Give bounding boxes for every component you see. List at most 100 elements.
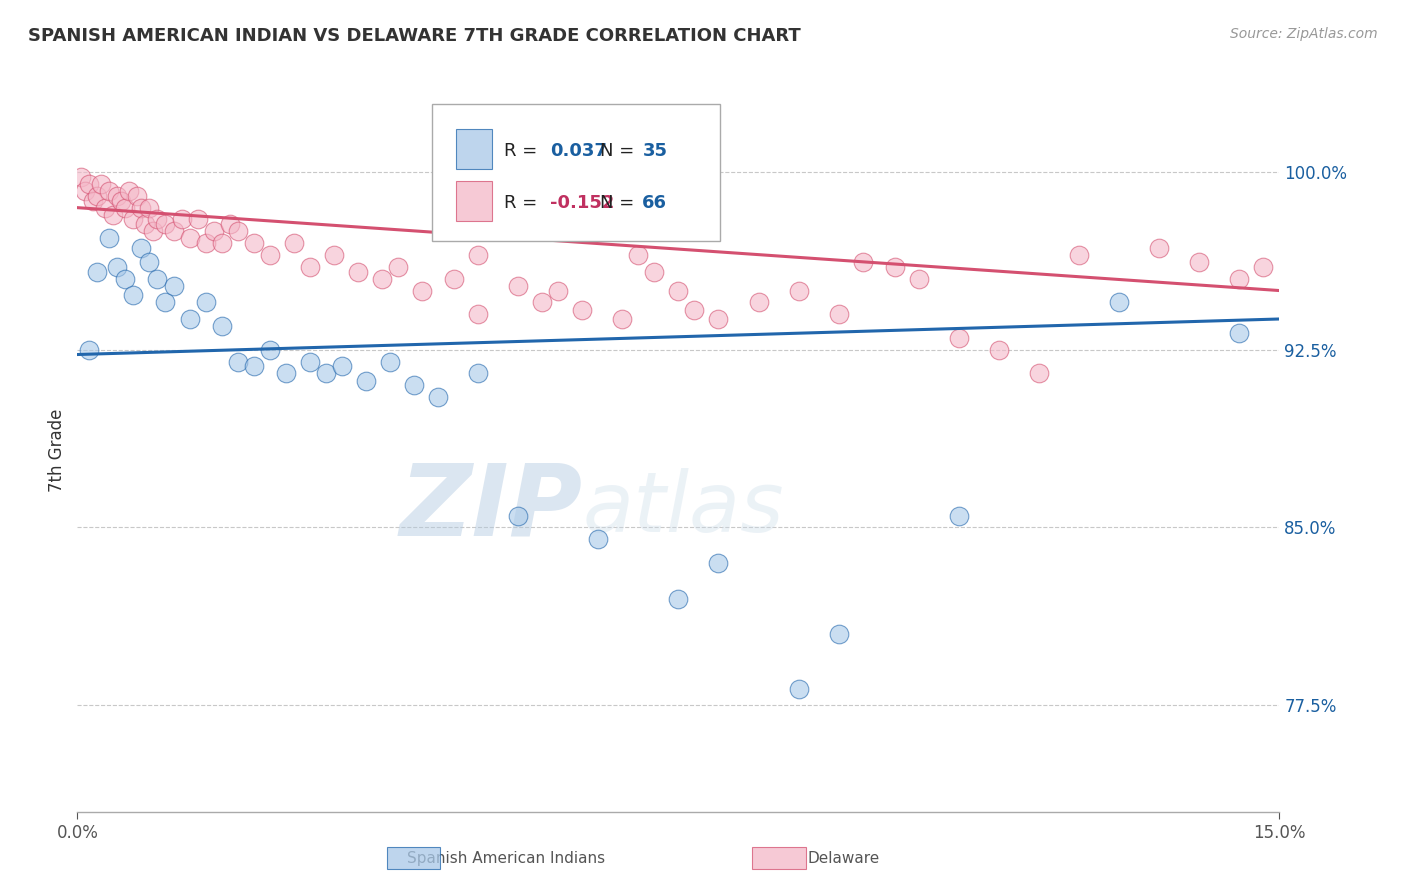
Point <box>1253 260 1275 274</box>
Point <box>852 255 875 269</box>
Point <box>138 201 160 215</box>
Point <box>1229 271 1251 285</box>
Point <box>107 260 129 274</box>
Text: ZIP: ZIP <box>399 459 582 557</box>
Point <box>948 331 970 345</box>
Point <box>508 508 530 523</box>
Point <box>131 201 153 215</box>
Point <box>707 556 730 570</box>
Point <box>98 231 121 245</box>
Point <box>146 271 169 285</box>
Point <box>138 255 160 269</box>
Point <box>547 284 569 298</box>
Point <box>162 224 184 238</box>
Point <box>467 367 489 381</box>
Point <box>242 359 264 374</box>
Point <box>315 367 337 381</box>
Point <box>131 241 153 255</box>
Point <box>1108 295 1130 310</box>
Text: 0.037: 0.037 <box>550 142 606 160</box>
Point <box>94 201 117 215</box>
Point <box>134 217 156 231</box>
FancyBboxPatch shape <box>456 181 492 220</box>
Text: N =: N = <box>600 194 640 211</box>
Point <box>155 295 177 310</box>
Point <box>142 224 165 238</box>
Point <box>146 212 169 227</box>
Point <box>298 260 321 274</box>
Point <box>179 312 201 326</box>
Point <box>107 189 129 203</box>
Point <box>508 278 530 293</box>
Point <box>668 591 690 606</box>
Point <box>122 212 145 227</box>
Point <box>467 307 489 321</box>
Point <box>79 343 101 357</box>
Point <box>828 627 851 641</box>
Text: 35: 35 <box>643 142 668 160</box>
Point <box>707 312 730 326</box>
Point <box>98 184 121 198</box>
Point <box>127 189 149 203</box>
Point <box>103 208 125 222</box>
Point <box>79 177 101 191</box>
Point <box>274 367 297 381</box>
Point <box>186 212 209 227</box>
Point <box>226 354 249 368</box>
FancyBboxPatch shape <box>432 103 720 241</box>
Point <box>211 236 233 251</box>
Point <box>748 295 770 310</box>
Point <box>402 378 425 392</box>
Point <box>283 236 305 251</box>
Point <box>70 169 93 184</box>
Text: -0.152: -0.152 <box>550 194 614 211</box>
Text: N =: N = <box>600 142 640 160</box>
Point <box>155 217 177 231</box>
Point <box>908 271 931 285</box>
Point <box>531 295 554 310</box>
Point <box>411 284 433 298</box>
Point <box>242 236 264 251</box>
Point <box>211 319 233 334</box>
Text: 66: 66 <box>643 194 668 211</box>
Point <box>170 212 193 227</box>
Point <box>588 533 610 547</box>
Point <box>194 236 217 251</box>
Point <box>787 284 810 298</box>
Text: Spanish American Indians: Spanish American Indians <box>408 851 605 865</box>
Y-axis label: 7th Grade: 7th Grade <box>48 409 66 492</box>
Point <box>612 312 634 326</box>
Point <box>114 201 136 215</box>
Point <box>683 302 706 317</box>
Point <box>118 184 141 198</box>
Point <box>226 224 249 238</box>
Point <box>371 271 394 285</box>
Point <box>627 248 650 262</box>
Point <box>988 343 1011 357</box>
Point <box>202 224 225 238</box>
Point <box>883 260 905 274</box>
Point <box>643 264 665 278</box>
Point <box>378 354 401 368</box>
Point <box>571 302 593 317</box>
Point <box>90 177 112 191</box>
Point <box>259 248 281 262</box>
Text: R =: R = <box>505 194 543 211</box>
Point <box>82 194 104 208</box>
Point <box>259 343 281 357</box>
Text: Delaware: Delaware <box>807 851 880 865</box>
Point <box>1188 255 1211 269</box>
Text: atlas: atlas <box>582 467 785 549</box>
Point <box>1028 367 1050 381</box>
Point <box>86 189 108 203</box>
Point <box>387 260 409 274</box>
Point <box>298 354 321 368</box>
Text: SPANISH AMERICAN INDIAN VS DELAWARE 7TH GRADE CORRELATION CHART: SPANISH AMERICAN INDIAN VS DELAWARE 7TH … <box>28 27 801 45</box>
Point <box>427 390 450 404</box>
Point <box>1149 241 1171 255</box>
Point <box>354 374 377 388</box>
Point <box>1229 326 1251 341</box>
Point <box>1069 248 1091 262</box>
Point <box>668 284 690 298</box>
Point <box>330 359 353 374</box>
